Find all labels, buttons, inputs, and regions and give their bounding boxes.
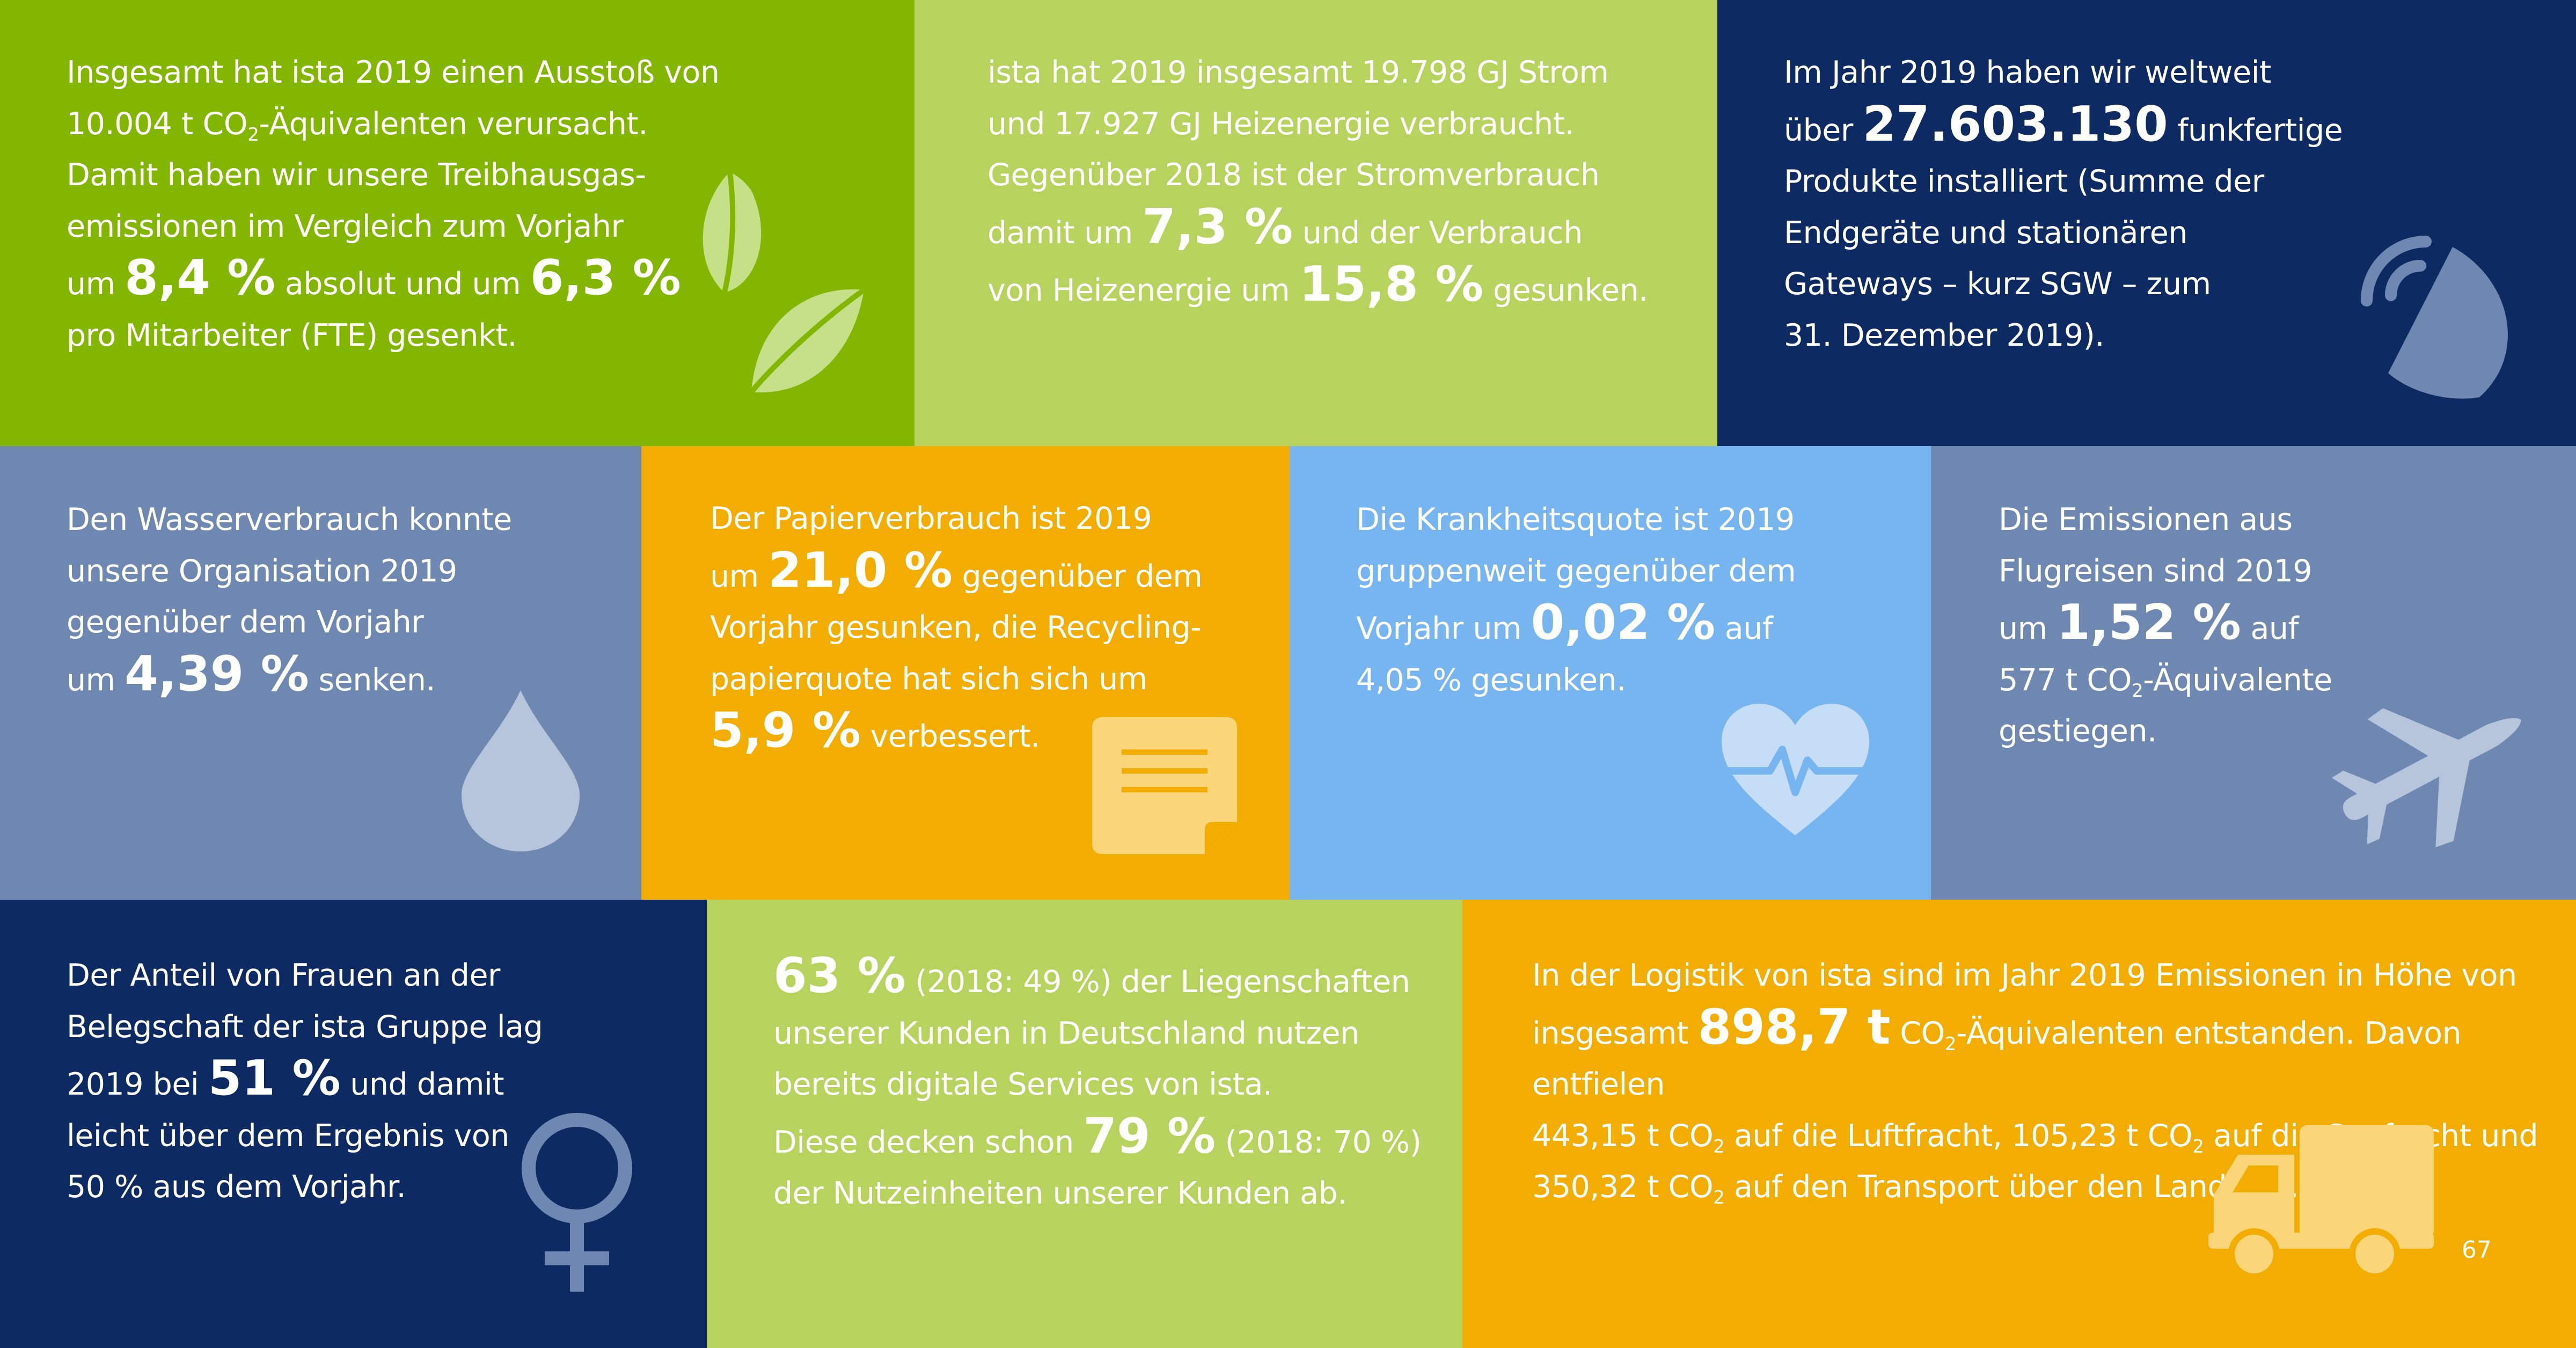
tile-logistics: In der Logistik von ista sind im Jahr 20… xyxy=(1462,900,2576,1348)
water-reduction-value: 4,39 % xyxy=(125,645,309,702)
women-share-value: 51 % xyxy=(208,1050,341,1106)
recycling-increase-value: 5,9 % xyxy=(710,702,861,759)
truck-icon xyxy=(2208,1125,2434,1280)
water-text: Den Wasserverbrauch konnte unsere Organi… xyxy=(67,502,512,702)
tile-products: Im Jahr 2019 haben wir weltweit über 27.… xyxy=(1717,0,2576,446)
paper-reduction-value: 21,0 % xyxy=(768,542,953,599)
tile-sick-rate: Die Krankheitsquote ist 2019 gruppenweit… xyxy=(1290,446,1931,900)
tile-paper: Der Papierverbrauch ist 2019 um 21,0 % g… xyxy=(641,446,1290,900)
power-reduction-value: 7,3 % xyxy=(1142,198,1293,255)
logistics-text: In der Logistik von ista sind im Jahr 20… xyxy=(1532,958,2538,1208)
paper-text: Der Papierverbrauch ist 2019 um 21,0 % g… xyxy=(710,501,1203,759)
heating-reduction-value: 15,8 % xyxy=(1299,256,1484,312)
co2-per-fte-value: 6,3 % xyxy=(530,250,681,306)
heartbeat-icon xyxy=(1721,704,1870,835)
sick-rate-reduction-value: 0,02 % xyxy=(1531,594,1716,651)
energy-text: ista hat 2019 insgesamt 19.798 GJ Strom … xyxy=(987,55,1648,312)
products-text: Im Jahr 2019 haben wir weltweit über 27.… xyxy=(1784,55,2343,353)
tile-women-share: Der Anteil von Frauen an der Belegschaft… xyxy=(0,900,707,1348)
female-symbol-icon xyxy=(522,1113,632,1292)
digital-services-text: 63 % (2018: 49 %) der Liegenschaften uns… xyxy=(773,948,1422,1211)
tile-flights: Die Emissionen aus Flugreisen sind 2019 … xyxy=(1931,446,2576,900)
women-share-text: Der Anteil von Frauen an der Belegschaft… xyxy=(67,958,543,1205)
flights-text: Die Emissionen aus Flugreisen sind 2019 … xyxy=(1999,502,2332,749)
leaves-icon xyxy=(702,171,866,394)
sick-rate-text: Die Krankheitsquote ist 2019 gruppenweit… xyxy=(1356,502,1796,698)
tile-energy: ista hat 2019 insgesamt 19.798 GJ Strom … xyxy=(914,0,1717,446)
tile-digital-services: 63 % (2018: 49 %) der Liegenschaften uns… xyxy=(707,900,1462,1348)
satellite-dish-icon xyxy=(2361,236,2508,399)
logistics-total-value: 898,7 t xyxy=(1697,999,1891,1055)
flight-emissions-increase-value: 1,52 % xyxy=(2057,594,2241,651)
airplane-icon xyxy=(2332,708,2521,848)
paper-note-icon xyxy=(1092,717,1237,854)
tile-co2-emissions: Insgesamt hat ista 2019 einen Ausstoß vo… xyxy=(0,0,914,446)
products-count-value: 27.603.130 xyxy=(1862,96,2168,152)
digital-units-share-value: 79 % xyxy=(1083,1107,1216,1164)
tile-water: Den Wasserverbrauch konnte unsere Organi… xyxy=(0,446,641,900)
digital-properties-share-value: 63 % xyxy=(773,948,906,1004)
co2-absolute-value: 8,4 % xyxy=(125,250,276,306)
page-number: 67 xyxy=(2462,1236,2492,1264)
co2-text: Insgesamt hat ista 2019 einen Ausstoß vo… xyxy=(67,55,720,353)
water-drop-icon xyxy=(462,690,580,851)
